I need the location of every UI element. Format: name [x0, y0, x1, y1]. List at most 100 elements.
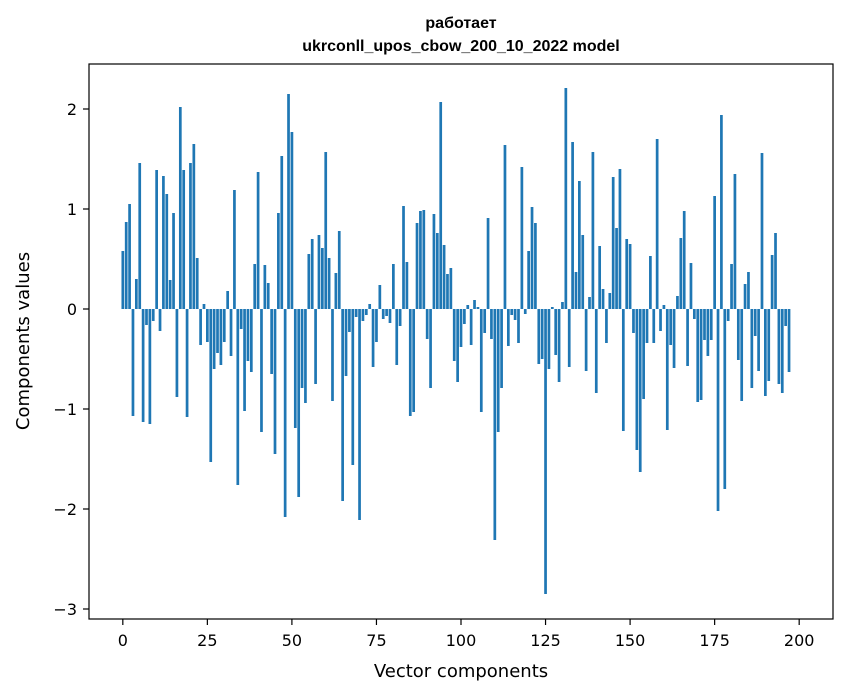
bar [185, 309, 189, 417]
chart-title-line2: ukrconll_upos_cbow_200_10_2022 model [302, 38, 619, 55]
bar [246, 309, 250, 361]
x-axis-label: Vector components [374, 661, 548, 682]
y-axis-label: Components values [13, 252, 34, 430]
y-tick-label: −2 [53, 500, 77, 519]
x-tick-label: 50 [282, 631, 302, 650]
bar [534, 223, 537, 309]
x-tick-label: 75 [366, 631, 386, 650]
bar [730, 264, 733, 309]
bar [155, 170, 158, 309]
x-tick-label: 25 [197, 631, 217, 650]
bar [128, 204, 131, 309]
bar [266, 283, 270, 309]
bar [493, 309, 497, 540]
bar [571, 142, 574, 309]
bar [331, 309, 334, 401]
bar [703, 309, 706, 340]
bar [777, 309, 781, 384]
bar [780, 309, 784, 393]
bar [256, 172, 260, 309]
bar [317, 235, 321, 309]
bar [547, 309, 551, 369]
bar [158, 309, 162, 331]
bar [168, 280, 172, 309]
bar [733, 174, 737, 309]
bar [632, 309, 635, 333]
x-axis-ticks: 0 25 50 75 100 125 150 175 200 [118, 619, 814, 650]
bar [655, 139, 659, 309]
y-tick-label: 0 [67, 300, 77, 319]
bar [412, 309, 416, 412]
bar [692, 309, 696, 319]
bar [510, 309, 514, 315]
bar [774, 233, 777, 309]
bar [392, 264, 395, 309]
bar [432, 214, 436, 309]
bar [263, 265, 267, 309]
bar [527, 251, 530, 309]
bar [270, 309, 273, 374]
bar [398, 309, 402, 326]
bar [578, 181, 581, 309]
bar [659, 309, 662, 331]
bar [253, 264, 257, 309]
bar [652, 309, 656, 343]
bar [145, 309, 148, 325]
bar [138, 163, 142, 309]
bar [713, 196, 716, 309]
bar [354, 309, 358, 317]
bar [581, 235, 585, 309]
bar [141, 309, 145, 422]
bar [618, 169, 622, 309]
bar [320, 248, 324, 309]
bar [402, 206, 405, 309]
bar [591, 152, 595, 309]
bar [222, 309, 226, 342]
bar [486, 218, 490, 309]
bar [195, 258, 199, 309]
bar [550, 307, 554, 309]
bar [277, 213, 280, 309]
bar [530, 207, 534, 309]
bar [564, 88, 568, 309]
bar [435, 233, 439, 309]
bar [219, 309, 223, 365]
x-tick-label: 125 [530, 631, 561, 650]
bar [662, 305, 666, 309]
bar [192, 144, 196, 309]
bar [351, 309, 355, 465]
bar [706, 309, 710, 356]
y-tick-label: −1 [53, 400, 77, 419]
bar [466, 305, 470, 309]
x-tick-label: 0 [118, 631, 128, 650]
bar [605, 309, 608, 343]
bar [344, 309, 348, 376]
bar [202, 304, 206, 309]
bar [297, 309, 301, 497]
bar [327, 258, 331, 309]
bar [233, 190, 236, 309]
y-axis-ticks: 2 1 0 −1 −2 −3 [53, 100, 89, 619]
bar [300, 309, 304, 388]
bar [686, 309, 689, 366]
bar [239, 309, 243, 329]
x-tick-label: 175 [699, 631, 730, 650]
bar [429, 309, 432, 388]
bar [293, 309, 297, 428]
bar [689, 263, 693, 309]
bar [337, 231, 341, 309]
bar [628, 244, 632, 309]
bar [273, 309, 277, 454]
bar [348, 309, 351, 332]
bar [490, 309, 493, 339]
bar [594, 309, 598, 393]
bars-group [121, 88, 791, 594]
bar [500, 309, 503, 388]
bar [408, 309, 412, 416]
bar [249, 309, 253, 372]
bar [679, 238, 683, 309]
bar [615, 228, 618, 309]
bar [625, 239, 629, 309]
bar [770, 255, 774, 309]
